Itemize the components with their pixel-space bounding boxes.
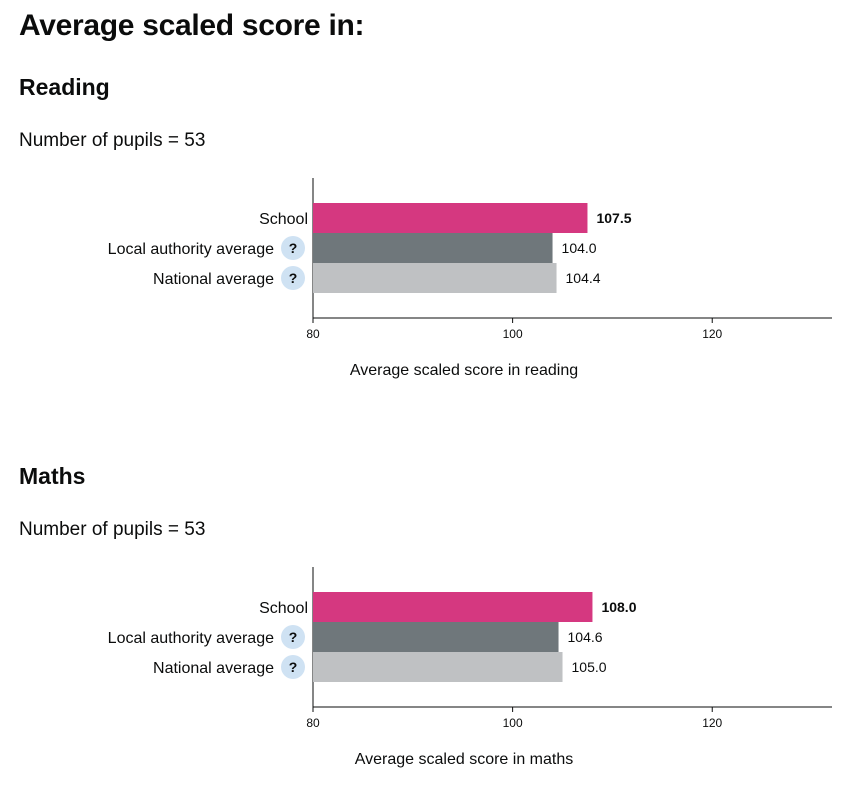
question-mark-icon[interactable]: ?: [281, 266, 305, 290]
value-label-local-authority-average: 104.6: [568, 629, 603, 645]
value-label-national-average: 105.0: [572, 659, 607, 675]
question-mark-icon[interactable]: ?: [281, 655, 305, 679]
svg-text:?: ?: [289, 629, 298, 645]
x-tick-label: 120: [702, 327, 722, 341]
bar-school: [313, 592, 593, 622]
x-axis-title: Average scaled score in reading: [350, 362, 578, 379]
category-label-local-authority-average: Local authority average: [108, 630, 274, 647]
pupil-count-reading: Number of pupils = 53: [19, 130, 206, 151]
bar-chart-reading: 107.5 School 104.0? Local authority average…: [0, 170, 846, 400]
bar-local-authority-average: [313, 233, 553, 263]
question-mark-icon[interactable]: ?: [281, 625, 305, 649]
question-mark-icon[interactable]: ?: [281, 236, 305, 260]
svg-text:?: ?: [289, 659, 298, 675]
x-tick-label: 80: [306, 327, 320, 341]
svg-text:?: ?: [289, 240, 298, 256]
x-tick-label: 120: [702, 716, 722, 730]
x-axis-title: Average scaled score in maths: [355, 751, 573, 768]
section-heading-reading: Reading: [19, 74, 110, 100]
value-label-local-authority-average: 104.0: [562, 240, 597, 256]
bar-national-average: [313, 263, 557, 293]
category-label-school: School: [259, 600, 308, 617]
x-tick-label: 100: [503, 327, 523, 341]
category-label-national-average: National average: [153, 660, 274, 677]
chart-svg-maths: 108.0 School 104.6? Local authority average…: [108, 567, 832, 768]
category-label-school: School: [259, 211, 308, 228]
value-label-school: 108.0: [601, 599, 636, 615]
bar-school: [313, 203, 588, 233]
category-label-local-authority-average: Local authority average: [108, 241, 274, 258]
chart-svg-reading: 107.5 School 104.0? Local authority average…: [108, 178, 832, 379]
bar-national-average: [313, 652, 563, 682]
bar-chart-maths: 108.0 School 104.6? Local authority average…: [0, 559, 846, 789]
svg-text:?: ?: [289, 270, 298, 286]
x-tick-label: 100: [503, 716, 523, 730]
value-label-national-average: 104.4: [566, 270, 601, 286]
x-tick-label: 80: [306, 716, 320, 730]
value-label-school: 107.5: [596, 210, 631, 226]
section-heading-maths: Maths: [19, 463, 86, 489]
category-label-national-average: National average: [153, 271, 274, 288]
bar-local-authority-average: [313, 622, 559, 652]
page-title: Average scaled score in:: [19, 9, 365, 42]
pupil-count-maths: Number of pupils = 53: [19, 519, 206, 540]
